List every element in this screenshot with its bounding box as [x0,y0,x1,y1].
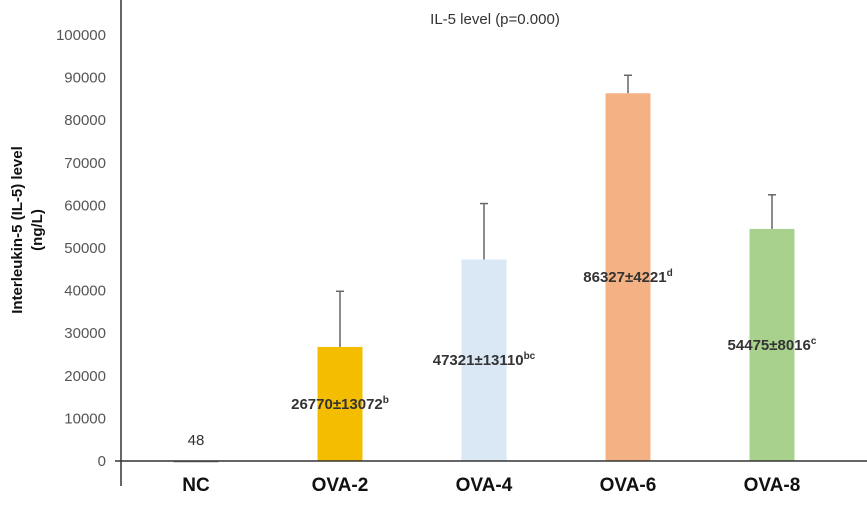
y-axis-label-line-2: (ng/L) [29,209,46,251]
data-label-superscript: b [383,395,389,406]
x-tick-label: OVA-6 [600,475,657,496]
y-axis-label-line-1: Interleukin-5 (IL-5) level [9,146,26,314]
x-tick-label: NC [182,475,210,496]
chart-title: IL-5 level (p=0.000) [430,11,560,28]
bar-ova-4 [461,259,507,461]
y-tick-label: 70000 [64,155,106,172]
y-tick-label: 100000 [56,27,106,44]
data-label-superscript: bc [524,351,536,362]
data-label: 86327±4221d [583,268,672,286]
data-label-superscript: c [811,336,817,347]
data-label: 54475±8016c [728,336,817,354]
y-tick-label: 20000 [64,368,106,385]
y-axis-label: Interleukin-5 (IL-5) level (ng/L) [9,146,46,314]
x-tick-label: OVA-8 [744,475,801,496]
y-tick-label: 60000 [64,197,106,214]
y-tick-label: 90000 [64,70,106,87]
bar-ova-8 [749,228,795,461]
y-tick-label: 10000 [64,410,106,427]
data-label: 48 [188,432,205,449]
x-tick-label: OVA-4 [456,475,513,496]
y-tick-label: 30000 [64,325,106,342]
data-label: 26770±13072b [291,395,389,413]
x-tick-label: OVA-2 [312,475,369,496]
bar-ova-6 [605,93,651,461]
data-label-superscript: d [667,268,673,279]
data-label: 47321±13110bc [433,351,536,369]
bar-ova-2 [317,346,363,461]
data-label-value: 54475±8016 [728,337,811,354]
y-tick-label: 40000 [64,283,106,300]
data-label-value: 26770±13072 [291,396,383,413]
data-label-value: 86327±4221 [583,269,666,286]
y-tick-label: 0 [98,453,106,470]
data-label-value: 48 [188,432,205,449]
y-tick-label: 50000 [64,240,106,257]
y-tick-label: 80000 [64,112,106,129]
data-label-value: 47321±13110 [433,352,524,369]
